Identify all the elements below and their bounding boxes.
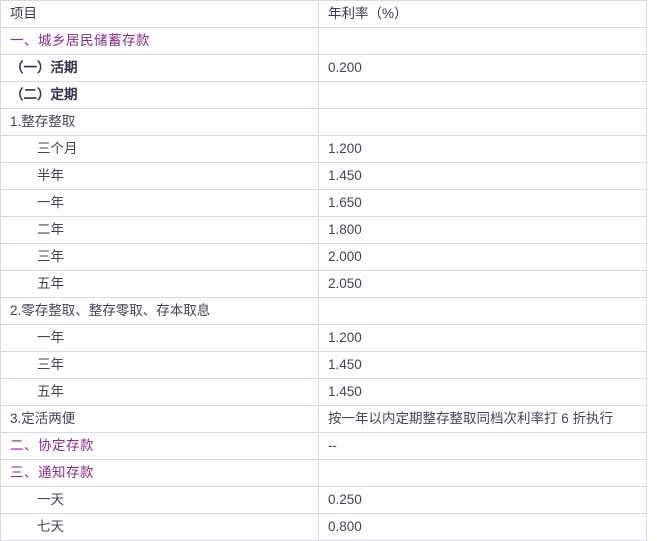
row-rate-value: 1.450 xyxy=(318,162,647,190)
row-rate-value: 按一年以内定期整存整取同档次利率打 6 折执行 xyxy=(318,405,647,433)
table-row: 半年 1.450 xyxy=(0,162,647,190)
table-row: 三、通知存款 xyxy=(0,459,647,487)
table-row: 一、城乡居民储蓄存款 xyxy=(0,27,647,55)
table-row: （一）活期 0.200 xyxy=(0,54,647,82)
column-header-item: 项目 xyxy=(0,0,319,28)
table-row: 2.零存整取、整存零取、存本取息 xyxy=(0,297,647,325)
row-item-label: 三、通知存款 xyxy=(0,459,319,487)
row-item-label: 七天 xyxy=(0,513,319,541)
table-header: 项目 年利率（%） xyxy=(0,0,647,28)
row-item-label: 一年 xyxy=(0,189,319,217)
row-item-label: 2.零存整取、整存零取、存本取息 xyxy=(0,297,319,325)
table-row: 一年 1.200 xyxy=(0,324,647,352)
row-rate-value: 0.800 xyxy=(318,513,647,541)
table-row: 三个月 1.200 xyxy=(0,135,647,163)
column-header-rate: 年利率（%） xyxy=(318,0,647,28)
row-rate-value: 1.800 xyxy=(318,216,647,244)
table-row: 五年 1.450 xyxy=(0,378,647,406)
table-row: 一年 1.650 xyxy=(0,189,647,217)
table-row: 五年 2.050 xyxy=(0,270,647,298)
table-row: 一天 0.250 xyxy=(0,486,647,514)
row-item-label: 半年 xyxy=(0,162,319,190)
row-rate-value xyxy=(318,459,647,487)
row-rate-value xyxy=(318,108,647,136)
row-rate-value: 1.200 xyxy=(318,324,647,352)
row-item-label: 五年 xyxy=(0,378,319,406)
row-rate-value: 1.450 xyxy=(318,351,647,379)
table-row: 二、协定存款 -- xyxy=(0,432,647,460)
row-item-label: （二）定期 xyxy=(0,81,319,109)
table-header-row: 项目 年利率（%） xyxy=(0,0,647,28)
row-item-label: 1.整存整取 xyxy=(0,108,319,136)
row-item-label: 二、协定存款 xyxy=(0,432,319,460)
row-rate-value: 1.450 xyxy=(318,378,647,406)
row-item-label: 三个月 xyxy=(0,135,319,163)
row-rate-value: 2.050 xyxy=(318,270,647,298)
row-item-label: 一、城乡居民储蓄存款 xyxy=(0,27,319,55)
row-rate-value: 1.650 xyxy=(318,189,647,217)
row-item-label: 三年 xyxy=(0,351,319,379)
row-item-label: 二年 xyxy=(0,216,319,244)
table-row: （二）定期 xyxy=(0,81,647,109)
row-rate-value xyxy=(318,297,647,325)
row-item-label: 三年 xyxy=(0,243,319,271)
table-body: 一、城乡居民储蓄存款 （一）活期 0.200 （二）定期 1.整存整取 三个月 1.200 半… xyxy=(0,27,647,541)
table-row: 三年 2.000 xyxy=(0,243,647,271)
row-rate-value: 0.250 xyxy=(318,486,647,514)
table-row: 二年 1.800 xyxy=(0,216,647,244)
row-item-label: 一年 xyxy=(0,324,319,352)
table-row: 1.整存整取 xyxy=(0,108,647,136)
table-row: 七天 0.800 xyxy=(0,513,647,541)
row-rate-value: -- xyxy=(318,432,647,460)
table-row: 三年 1.450 xyxy=(0,351,647,379)
row-item-label: 3.定活两便 xyxy=(0,405,319,433)
row-rate-value xyxy=(318,27,647,55)
row-item-label: （一）活期 xyxy=(0,54,319,82)
row-rate-value: 2.000 xyxy=(318,243,647,271)
row-item-label: 五年 xyxy=(0,270,319,298)
row-rate-value: 0.200 xyxy=(318,54,647,82)
row-rate-value: 1.200 xyxy=(318,135,647,163)
row-rate-value xyxy=(318,81,647,109)
table-row: 3.定活两便 按一年以内定期整存整取同档次利率打 6 折执行 xyxy=(0,405,647,433)
row-item-label: 一天 xyxy=(0,486,319,514)
